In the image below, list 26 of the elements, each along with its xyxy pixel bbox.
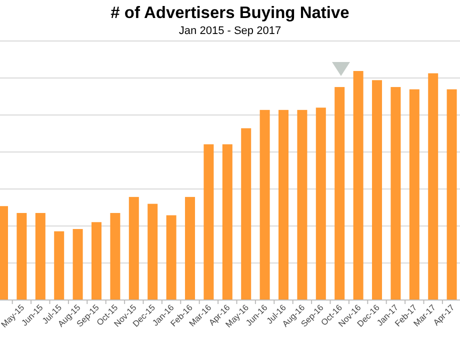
bar (110, 212, 120, 300)
bar (148, 204, 158, 300)
bar (128, 196, 139, 300)
bar (390, 87, 401, 300)
bar (185, 196, 195, 300)
bar (204, 144, 214, 300)
bar (92, 222, 102, 300)
bar (372, 80, 382, 300)
bar (16, 212, 27, 300)
bar (316, 108, 326, 300)
bar (35, 212, 46, 300)
bar (297, 110, 308, 300)
bar (241, 128, 252, 300)
bar (409, 89, 420, 300)
bar (260, 110, 270, 300)
bar (72, 229, 83, 300)
bar (166, 215, 176, 300)
bar (278, 110, 288, 300)
bar (222, 144, 232, 300)
chart-subtitle: Jan 2015 - Sep 2017 (178, 25, 282, 37)
bar (334, 87, 345, 300)
bar (353, 71, 364, 300)
bar (54, 231, 64, 300)
bar (428, 73, 438, 300)
bar (446, 89, 457, 300)
chart-title: # of Advertisers Buying Native (110, 4, 350, 22)
